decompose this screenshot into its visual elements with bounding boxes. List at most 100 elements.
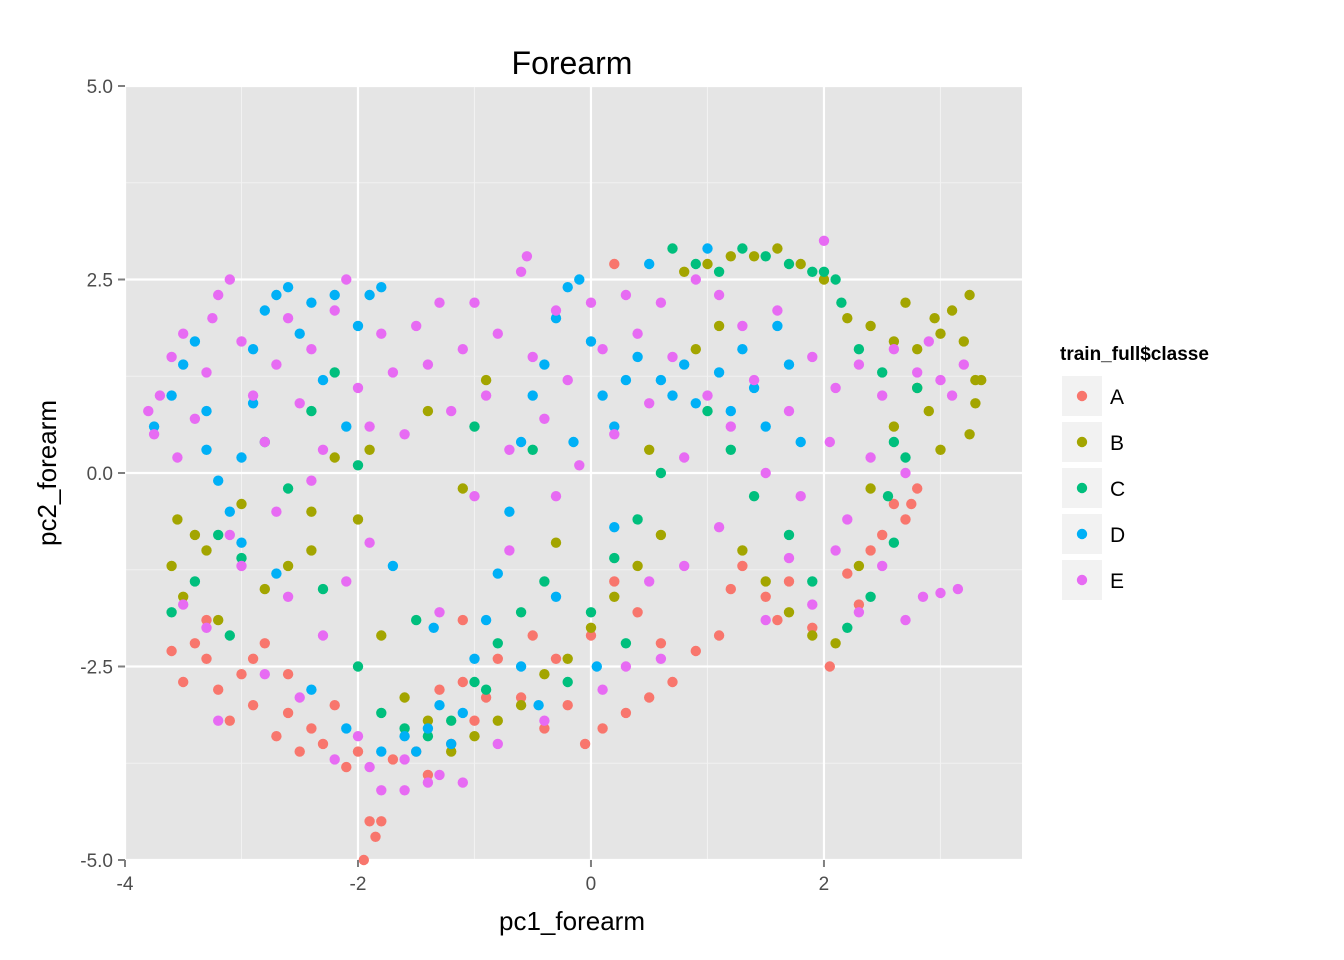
data-point (515, 700, 527, 711)
data-point (434, 297, 445, 308)
data-point (900, 614, 911, 626)
data-point (282, 483, 294, 494)
data-point (399, 785, 410, 796)
data-point (457, 707, 468, 719)
data-point (679, 560, 690, 572)
data-point (760, 576, 771, 587)
data-point (399, 692, 410, 703)
data-point (317, 630, 329, 641)
data-point (865, 320, 876, 332)
data-point (166, 607, 177, 618)
data-point (783, 529, 795, 541)
data-point (760, 251, 771, 262)
data-point (550, 313, 562, 324)
y-tick-label: 0.0 (87, 464, 113, 485)
data-point (585, 622, 597, 633)
data-point (329, 754, 340, 765)
data-point (224, 630, 235, 641)
data-point (166, 560, 177, 572)
data-point (376, 816, 387, 827)
data-point (958, 359, 969, 370)
data-point (422, 359, 434, 370)
data-point (247, 390, 259, 401)
data-point (422, 723, 434, 734)
data-point (923, 336, 934, 347)
data-point (760, 591, 771, 602)
data-point (679, 266, 690, 277)
data-point (830, 274, 841, 285)
data-point (527, 630, 538, 641)
data-point (166, 645, 177, 657)
data-point (207, 313, 218, 324)
data-point (713, 367, 725, 378)
data-point (550, 537, 562, 548)
data-point (655, 653, 667, 664)
data-point (480, 614, 492, 626)
x-axis-title: pc1_forearm (499, 906, 645, 936)
data-point (702, 243, 713, 254)
data-point (772, 305, 783, 316)
data-point (317, 738, 329, 750)
legend-swatch (1076, 436, 1088, 448)
data-point (446, 738, 457, 750)
data-point (446, 405, 457, 417)
data-point (399, 723, 410, 734)
data-point (620, 289, 632, 301)
data-point (236, 336, 247, 347)
data-point (434, 607, 445, 618)
data-point (148, 429, 160, 440)
data-point (842, 514, 853, 525)
data-point (434, 684, 445, 695)
data-point (818, 274, 830, 285)
data-point (480, 692, 492, 703)
data-point (632, 328, 643, 339)
data-point (533, 700, 544, 711)
data-point (702, 258, 713, 270)
data-point (725, 444, 736, 455)
data-point (935, 374, 946, 386)
data-point (609, 258, 620, 270)
data-point (824, 661, 835, 672)
major-grid (123, 84, 1022, 862)
data-point (457, 614, 468, 626)
data-point (259, 669, 270, 680)
data-point (446, 746, 457, 757)
data-point (964, 429, 975, 440)
data-point (935, 587, 946, 599)
data-point (655, 297, 667, 308)
data-point (189, 336, 201, 347)
data-point (469, 297, 480, 308)
data-point (946, 305, 958, 316)
data-point (469, 421, 480, 432)
data-point (760, 467, 771, 479)
data-point (352, 661, 364, 672)
data-point (364, 421, 375, 432)
x-tick-label: 0 (586, 874, 597, 895)
data-point (282, 313, 294, 324)
data-point (178, 676, 189, 688)
data-point (597, 684, 608, 695)
data-point (172, 514, 183, 525)
data-point (399, 731, 410, 742)
data-point (795, 258, 806, 270)
data-point (737, 344, 748, 355)
data-point (469, 676, 480, 688)
data-point (807, 622, 818, 633)
data-point (964, 289, 975, 301)
legend-entry-a: A (1062, 376, 1124, 416)
data-point (644, 692, 655, 703)
data-point (632, 607, 643, 618)
data-point (609, 591, 620, 602)
data-point (201, 367, 212, 378)
data-point (236, 669, 247, 680)
data-point (539, 669, 550, 680)
data-point (748, 251, 760, 262)
data-point (946, 390, 958, 401)
data-point (783, 607, 795, 618)
data-point (376, 707, 387, 719)
data-point (352, 514, 364, 525)
data-point (579, 738, 591, 750)
data-point (760, 614, 771, 626)
data-point (515, 607, 527, 618)
